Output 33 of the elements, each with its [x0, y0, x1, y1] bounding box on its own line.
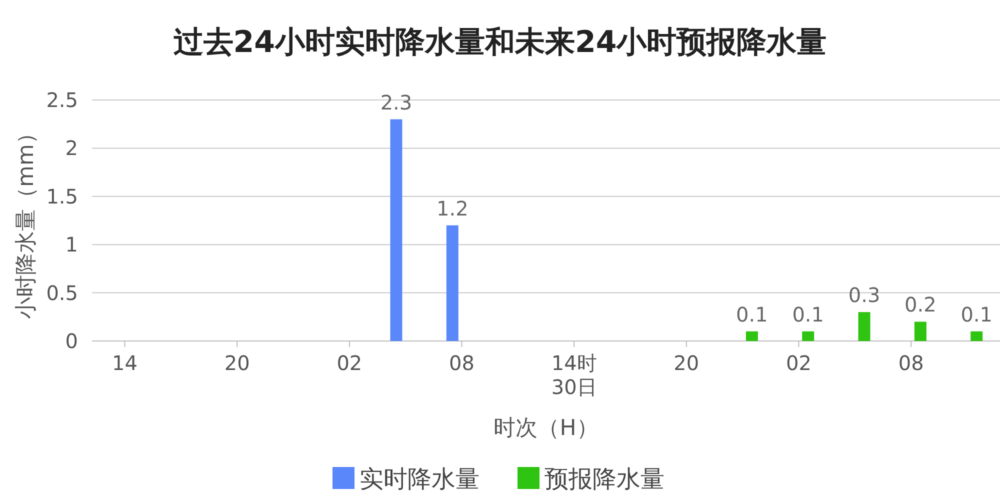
x-tick-label: 08 [898, 351, 924, 375]
bar [390, 119, 402, 341]
x-tick-label: 14 [112, 351, 138, 375]
data-label: 0.1 [736, 302, 768, 326]
data-label: 0.1 [792, 302, 824, 326]
x-tick-label: 02 [336, 351, 362, 375]
bar [858, 312, 870, 341]
x-tick-label: 02 [786, 351, 812, 375]
bar [446, 225, 458, 341]
x-tick-label: 08 [449, 351, 474, 375]
x-tick-label: 20 [674, 351, 700, 375]
data-label: 2.3 [380, 90, 412, 114]
y-tick-label: 1 [65, 232, 78, 257]
x-tick-label: 14时 30日 [551, 351, 597, 399]
bar [802, 331, 814, 341]
y-axis-title: 小时降水量（mm） [14, 122, 39, 319]
x-axis-title: 时次（H） [494, 416, 598, 441]
legend-label: 实时降水量 [360, 465, 480, 493]
y-tick-label: 0 [65, 329, 78, 353]
y-tick-label: 2.5 [46, 88, 78, 112]
y-tick-label: 1.5 [46, 184, 78, 208]
y-tick-label: 2 [65, 136, 78, 160]
data-label: 1.2 [436, 196, 468, 220]
legend-label: 预报降水量 [544, 465, 664, 493]
bar [746, 331, 758, 341]
data-label: 0.3 [848, 283, 880, 308]
y-tick-label: 0.5 [46, 280, 78, 305]
x-tick-label: 20 [224, 351, 250, 375]
data-label: 0.2 [904, 292, 936, 317]
bar [970, 331, 983, 341]
chart-title: 过去24小时实时降水量和未来24小时预报降水量 [173, 25, 827, 60]
bar [914, 322, 926, 341]
data-label: 0.1 [960, 302, 993, 326]
